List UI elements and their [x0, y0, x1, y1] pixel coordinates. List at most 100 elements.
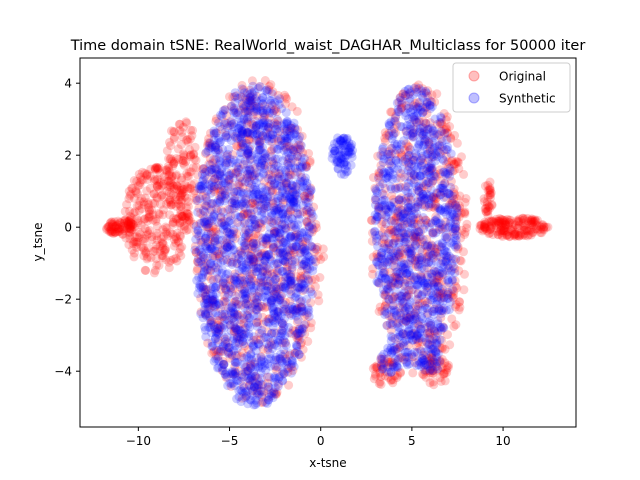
data-point [274, 379, 283, 389]
data-point [250, 171, 260, 181]
data-point [156, 177, 165, 187]
data-point [430, 169, 440, 179]
data-point [245, 322, 255, 332]
data-point [209, 347, 218, 357]
data-point [298, 286, 308, 296]
data-point [203, 223, 213, 233]
data-point [437, 309, 446, 318]
data-point [188, 163, 198, 173]
data-point [241, 299, 251, 309]
data-point [209, 182, 219, 192]
data-point [200, 310, 210, 319]
data-point [286, 205, 296, 215]
data-point [417, 337, 427, 347]
data-point [300, 191, 310, 201]
data-point [182, 182, 192, 192]
data-point [306, 318, 316, 328]
data-point [259, 386, 269, 396]
data-point [177, 195, 187, 205]
data-point [377, 238, 387, 248]
data-point [263, 279, 273, 288]
data-point [130, 232, 140, 242]
data-point [238, 210, 248, 220]
data-point [263, 327, 273, 337]
data-point [245, 269, 254, 279]
data-point [214, 249, 224, 259]
data-point [196, 307, 206, 317]
data-point [165, 228, 175, 238]
data-point [181, 225, 191, 235]
data-point [161, 244, 171, 254]
data-point [238, 310, 248, 320]
data-point [257, 292, 267, 302]
data-point [279, 306, 289, 316]
data-point [260, 153, 270, 163]
data-point [280, 279, 289, 289]
data-point [150, 174, 160, 184]
data-point [406, 168, 416, 178]
data-point [221, 372, 231, 382]
data-point [213, 316, 223, 325]
data-point [267, 172, 277, 182]
data-point [151, 244, 161, 254]
y-tick-label: −4 [54, 365, 72, 379]
data-point [394, 242, 404, 252]
data-point [284, 126, 294, 136]
data-point [272, 306, 282, 316]
data-point [155, 210, 164, 219]
data-point [119, 226, 129, 235]
data-point [423, 345, 433, 355]
data-point [152, 260, 162, 270]
data-point [425, 328, 434, 337]
data-point [279, 369, 289, 379]
y-axis-label: y_tsne [31, 222, 45, 261]
data-point [305, 156, 315, 166]
data-point [240, 265, 250, 275]
data-point [278, 198, 288, 208]
data-point [202, 201, 212, 211]
data-point [216, 194, 226, 204]
data-point [384, 367, 393, 377]
data-point [136, 242, 146, 252]
data-point [229, 245, 239, 254]
data-point [460, 209, 470, 219]
data-point [151, 254, 161, 264]
data-point [107, 219, 117, 229]
data-point [232, 229, 242, 239]
data-point [179, 224, 189, 234]
data-point [290, 348, 300, 358]
data-point [397, 165, 407, 174]
data-point [128, 239, 138, 249]
data-point [117, 224, 127, 234]
data-point [242, 294, 252, 303]
data-point [446, 176, 456, 186]
data-point [120, 221, 130, 231]
data-point [265, 129, 275, 139]
data-point [397, 103, 407, 113]
data-point [210, 324, 220, 334]
data-point [435, 169, 445, 178]
data-point [183, 137, 193, 147]
data-point [248, 238, 258, 247]
data-point [386, 182, 395, 192]
data-point [254, 339, 263, 349]
data-point [204, 223, 214, 233]
data-point [261, 239, 271, 249]
data-point [382, 149, 392, 159]
data-point [262, 339, 272, 349]
data-point [255, 335, 265, 345]
data-point [226, 211, 236, 221]
data-point [288, 145, 297, 155]
data-point [260, 76, 270, 85]
data-point [294, 324, 304, 334]
data-point [298, 345, 308, 355]
data-point [297, 338, 306, 348]
data-point [114, 226, 124, 236]
data-point [273, 169, 283, 179]
data-point [250, 222, 260, 232]
data-point [208, 211, 218, 221]
data-point [229, 227, 239, 237]
data-point [166, 126, 176, 136]
data-point [247, 76, 257, 86]
